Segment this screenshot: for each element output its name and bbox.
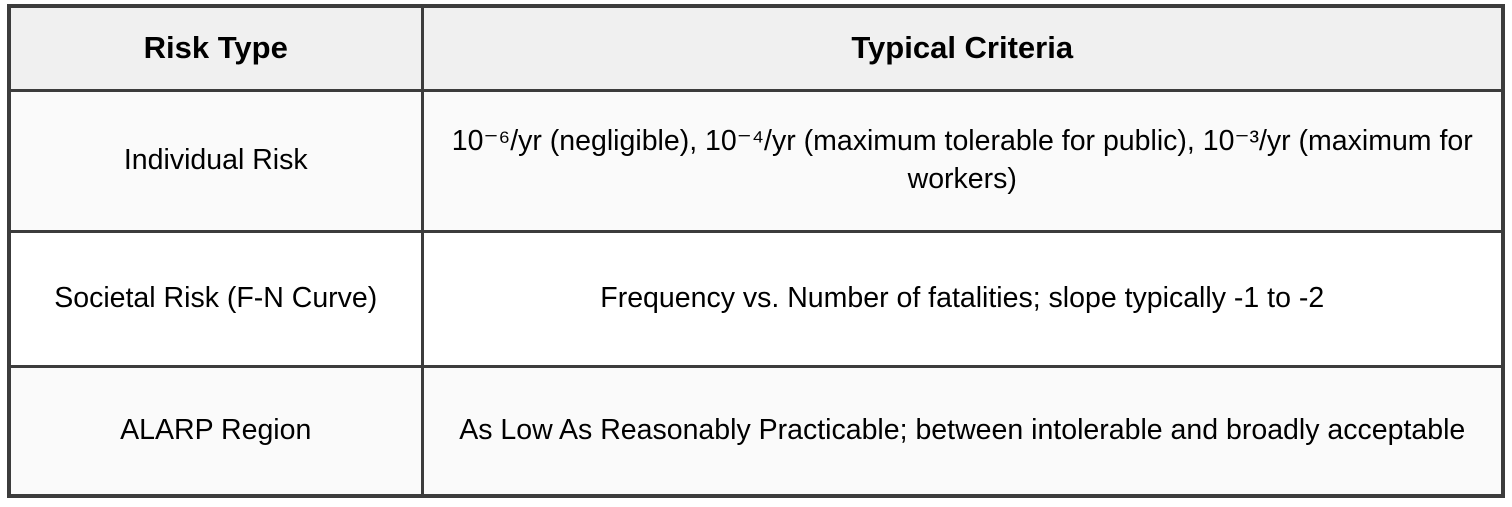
table-row-individual-risk: Individual Risk 10⁻⁶/yr (negligible), 10…: [7, 88, 1505, 233]
cell-criteria: 10⁻⁶/yr (negligible), 10⁻⁴/yr (maximum t…: [420, 88, 1505, 233]
table-row-societal-risk: Societal Risk (F-N Curve) Frequency vs. …: [7, 229, 1505, 369]
risk-criteria-table: Risk Type Typical Criteria Individual Ri…: [7, 4, 1505, 498]
column-header-typical-criteria: Typical Criteria: [420, 4, 1505, 92]
table-row-alarp-region: ALARP Region As Low As Reasonably Practi…: [7, 365, 1505, 498]
cell-risk-type: ALARP Region: [7, 365, 424, 498]
cell-criteria: Frequency vs. Number of fatalities; slop…: [420, 229, 1505, 369]
header-row: Risk Type Typical Criteria: [7, 4, 1505, 92]
table-header: Risk Type Typical Criteria: [7, 4, 1505, 92]
cell-criteria: As Low As Reasonably Practicable; betwee…: [420, 365, 1505, 498]
cell-risk-type: Individual Risk: [7, 88, 424, 233]
cell-risk-type: Societal Risk (F-N Curve): [7, 229, 424, 369]
column-header-risk-type: Risk Type: [7, 4, 424, 92]
table-body: Individual Risk 10⁻⁶/yr (negligible), 10…: [7, 88, 1505, 498]
